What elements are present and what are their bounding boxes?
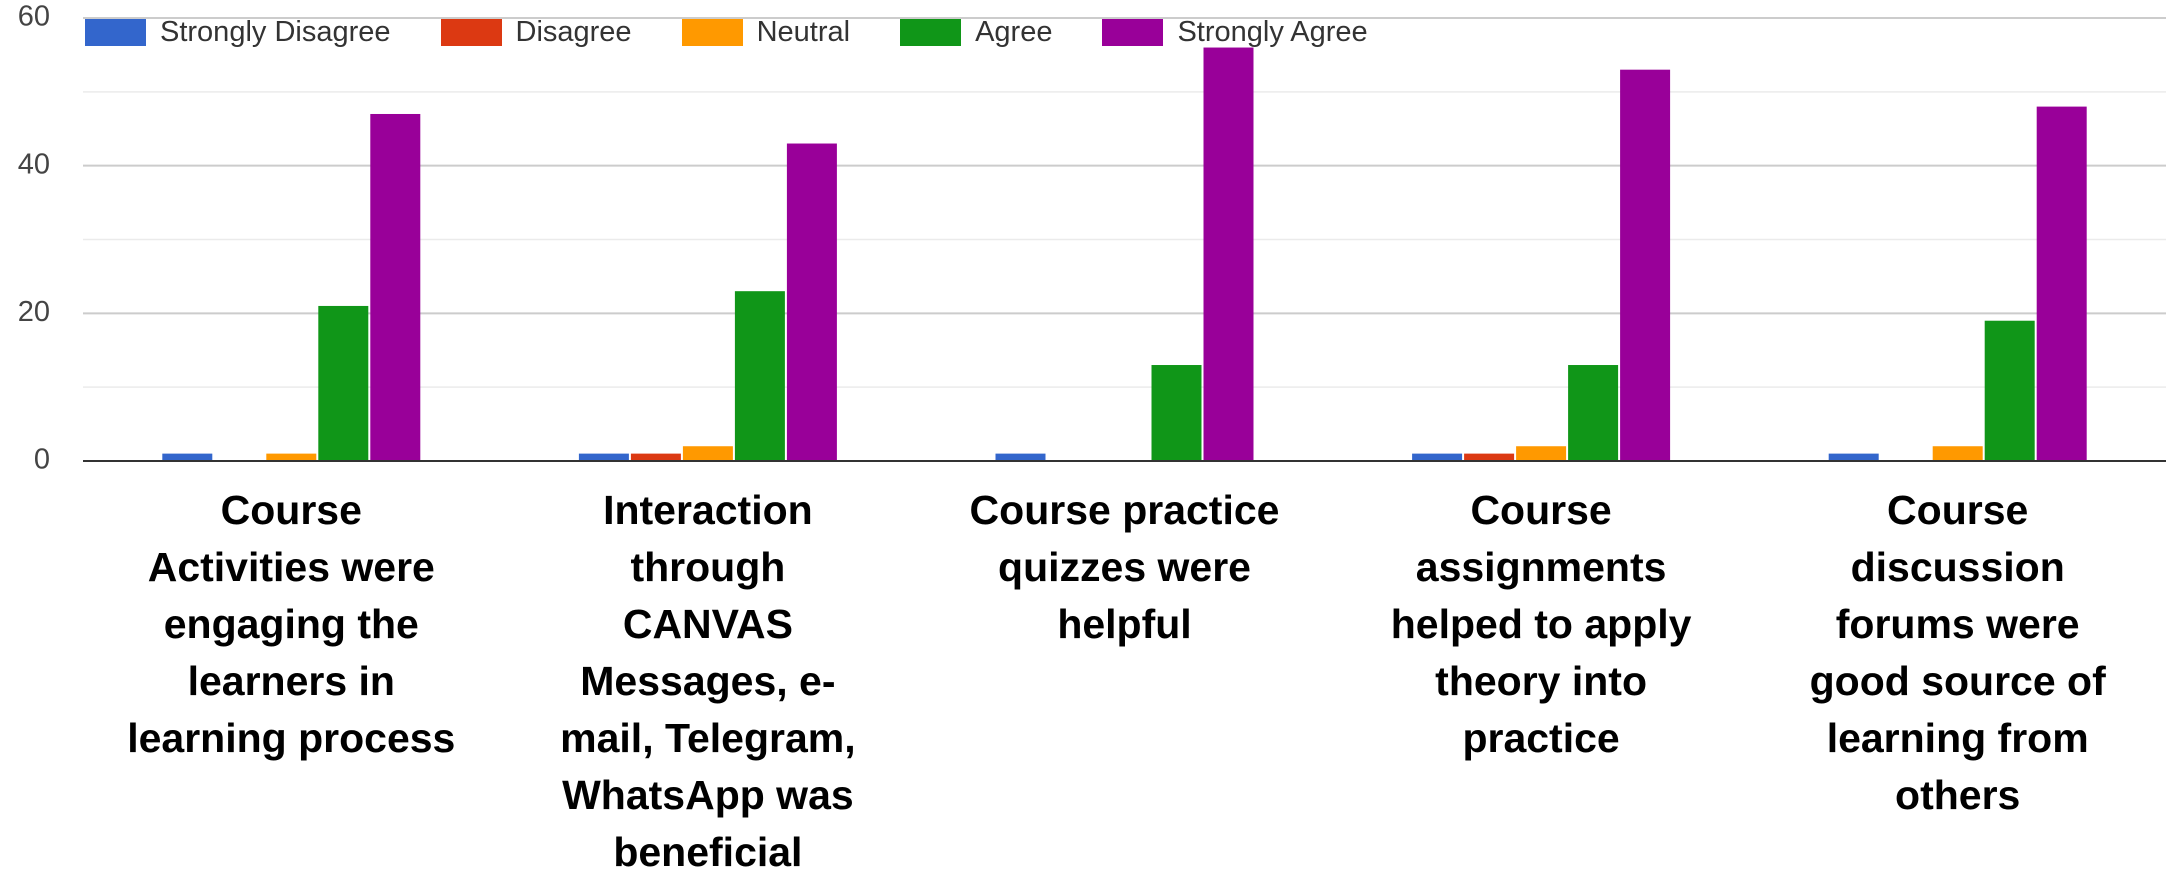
y-tick-label: 0 [34, 444, 50, 476]
page: {"chart_data": {"type": "bar", "categori… [17, 0, 2166, 875]
y-tick-label: 20 [18, 296, 50, 328]
bar [318, 305, 369, 461]
bar [1412, 453, 1463, 461]
legend-item: Neutral [681, 16, 851, 49]
legend-item: Strongly Disagree [85, 16, 391, 49]
legend-swatch [1102, 19, 1164, 46]
x-tick-label: Course assignments helped to apply theor… [1390, 487, 1692, 761]
legend-label: Strongly Agree [1177, 16, 1368, 48]
bar [578, 453, 629, 461]
bar [1464, 453, 1515, 461]
bar [266, 453, 317, 461]
bar [1203, 47, 1254, 462]
bar [1828, 453, 1879, 461]
bar [1516, 446, 1567, 461]
bar [370, 113, 421, 461]
bar [2036, 106, 2087, 461]
bar [1151, 365, 1202, 461]
legend-swatch [440, 19, 502, 46]
x-tick-label: Interaction through CANVAS Messages, e-m… [560, 487, 856, 875]
x-tick-label: Course Activities were engaging the lear… [127, 487, 456, 761]
bar [734, 291, 785, 461]
y-tick-label: 40 [18, 148, 50, 180]
bar [995, 453, 1046, 461]
bar [1984, 320, 2035, 461]
bar [1932, 446, 1983, 461]
bar [1620, 69, 1671, 461]
legend-label: Agree [975, 16, 1053, 48]
legend-item: Disagree [440, 16, 632, 49]
legend-swatch [900, 19, 962, 46]
legend-swatch [85, 19, 146, 46]
y-tick-label: 60 [18, 1, 50, 33]
bar [786, 143, 837, 461]
legend-swatch [681, 19, 743, 46]
legend-label: Strongly Disagree [160, 16, 391, 48]
x-tick-label: Course practice quizzes were helpful [969, 487, 1280, 647]
legend-label: Neutral [756, 16, 851, 48]
legend: Strongly Disagree Disagree Neutral Agree Str… [85, 16, 1368, 49]
chart: 0 20 40 60 [18, 1, 2166, 476]
legend-label: Disagree [515, 16, 632, 48]
bar [1568, 365, 1619, 461]
legend-item: Agree [900, 16, 1052, 49]
bar [682, 446, 733, 461]
bar [162, 453, 213, 461]
x-tick-label: Course discussion forums were good sourc… [1809, 487, 2106, 818]
legend-item: Strongly Agree [1102, 16, 1368, 49]
bar [630, 453, 681, 461]
